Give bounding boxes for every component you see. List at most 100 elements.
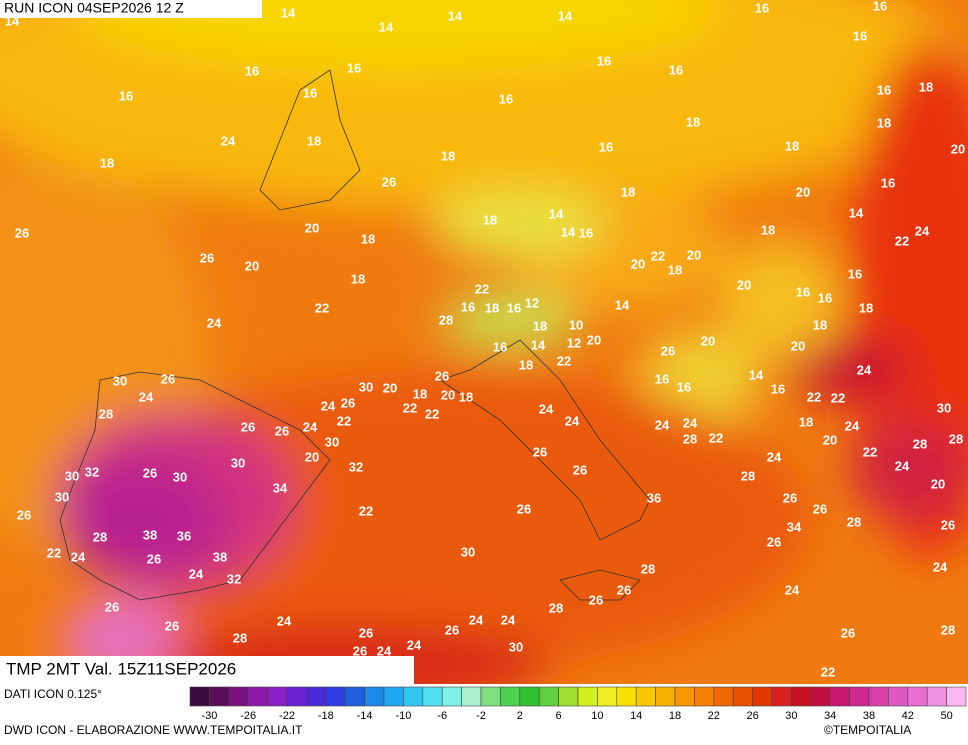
temperature-label: 18 [351,271,365,286]
temperature-label: 24 [857,362,872,377]
colorbar-tick-label: 18 [669,710,681,722]
temperature-label: 30 [359,379,373,394]
temperature-label: 24 [407,637,422,652]
temperature-label: 26 [661,343,675,358]
colorbar-tick-label: 14 [630,710,642,722]
temperature-label: 10 [569,317,583,332]
color-swatch [461,686,482,707]
temperature-label: 18 [859,300,873,315]
temperature-label: 24 [655,417,670,432]
temperature-label: 34 [273,480,288,495]
temperature-label: 28 [641,561,655,576]
color-swatch [752,686,773,707]
temperature-label: 16 [873,0,887,13]
copyright: ©TEMPOITALIA [824,723,911,737]
temperature-label: 22 [557,353,571,368]
temperature-label: 26 [445,622,459,637]
temperature-label: 16 [119,88,133,103]
temperature-label: 20 [245,258,259,273]
temperature-label: 16 [303,85,317,100]
colorbar-tick-label: 30 [785,710,797,722]
temperature-label: 14 [749,367,764,382]
colorbar-tick-label: -14 [357,710,373,722]
temperature-label: 16 [818,290,832,305]
color-swatch [829,686,850,707]
temperature-label: 22 [315,300,329,315]
temperature-label: 24 [501,612,516,627]
temperature-label: 16 [853,28,867,43]
color-swatch [247,686,268,707]
temperature-label: 26 [435,368,449,383]
temperature-label: 16 [507,300,521,315]
field-box [0,656,414,684]
temperature-label: 16 [877,82,891,97]
color-swatch [810,686,831,707]
temperature-label: 14 [561,224,576,239]
temperature-label: 24 [895,458,910,473]
color-swatch [655,686,676,707]
temperature-label: 14 [849,205,864,220]
temperature-label: 20 [441,387,455,402]
color-swatch [364,686,385,707]
temperature-label: 32 [85,464,99,479]
temperature-label: 14 [615,297,630,312]
temperature-label: 18 [785,138,799,153]
color-swatch [189,686,210,707]
temperature-label: 18 [813,317,827,332]
temperature-label: 20 [631,256,645,271]
temperature-label: 26 [533,444,547,459]
temperature-label: 26 [517,501,531,516]
temperature-label: 16 [848,266,862,281]
temperature-label: 18 [441,148,455,163]
temperature-label: 24 [189,566,204,581]
temperature-label: 20 [951,141,965,156]
temperature-label: 24 [207,315,222,330]
temperature-label: 28 [233,630,247,645]
temperature-label: 26 [841,625,855,640]
temperature-label: 26 [341,395,355,410]
temperature-label: 26 [359,625,373,640]
temperature-label: 18 [533,318,547,333]
temperature-label: 24 [933,559,948,574]
color-swatch [771,686,792,707]
temperature-label: 24 [785,582,800,597]
temperature-label: 20 [383,380,397,395]
color-swatch [577,686,598,707]
temperature-label: 14 [549,206,564,221]
temperature-label: 30 [55,489,69,504]
temperature-label: 28 [99,406,113,421]
temperature-label: 26 [165,618,179,633]
color-swatch [674,686,695,707]
temperature-label: 36 [647,490,661,505]
temperature-label: 32 [227,571,241,586]
temperature-label: 24 [683,415,698,430]
temperature-label: 16 [499,91,513,106]
run-label: RUN ICON 04SEP2026 12 Z [4,0,184,16]
run-box [0,0,262,18]
color-swatch [519,686,540,707]
temperature-label: 28 [683,431,697,446]
color-swatch [306,686,327,707]
colorbar-tick-label: -18 [318,710,334,722]
color-swatch [907,686,928,707]
temperature-label: 26 [813,501,827,516]
temperature-label: 28 [941,622,955,637]
colorbar: -30 -26 -22 -18 -14 -10 -6 -2 2 6 10 14 18 22 26 30 34 38… [189,686,967,722]
temperature-label: 30 [461,544,475,559]
color-swatch [209,686,230,707]
colorbar-tick-label: 42 [902,710,914,722]
temperature-label: 20 [931,476,945,491]
temperature-label: 18 [483,212,497,227]
temperature-label: 28 [913,436,927,451]
temperature-label: 30 [231,455,245,470]
color-swatch [713,686,734,707]
temperature-label: 16 [599,139,613,154]
temperature-label: 24 [915,223,930,238]
temperature-label: 22 [895,233,909,248]
temperature-label: 18 [799,414,813,429]
temperature-label: 20 [587,332,601,347]
temperature-label: 22 [425,406,439,421]
temperature-label: 14 [448,8,463,23]
temperature-label: 26 [147,551,161,566]
